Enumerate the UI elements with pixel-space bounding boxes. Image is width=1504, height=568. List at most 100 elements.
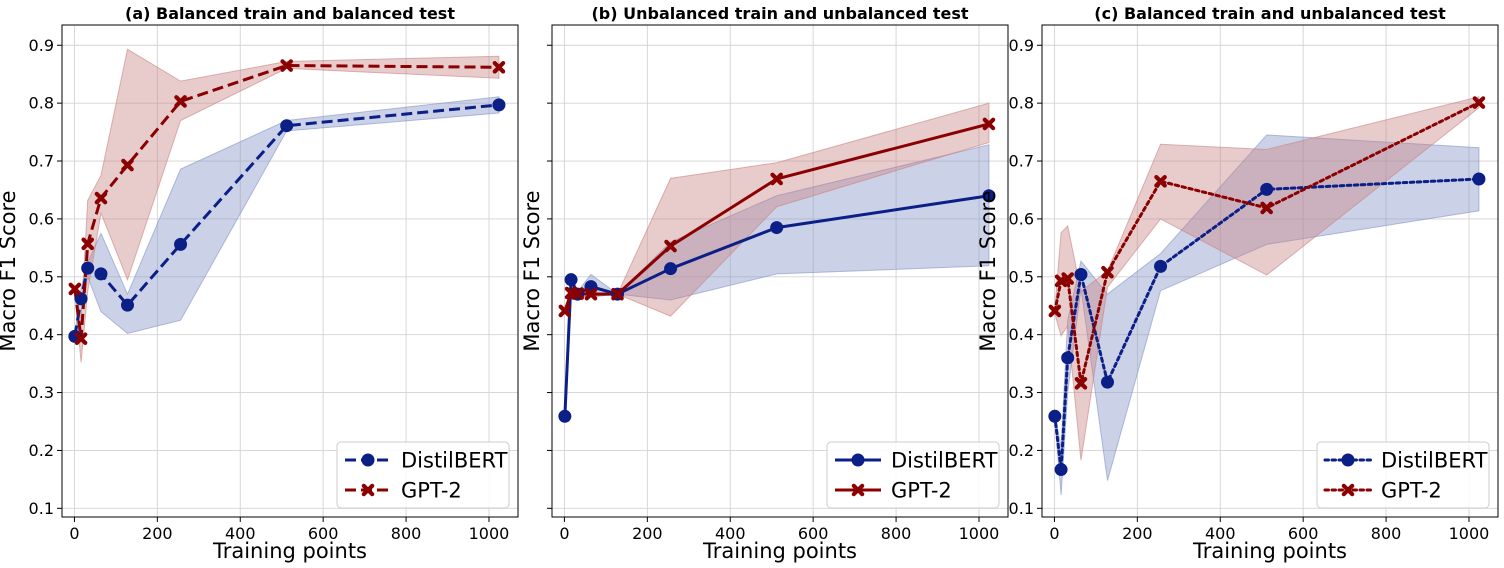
data-point-distilbert [120,298,134,312]
chart-title: (b) Unbalanced train and unbalanced test [591,4,968,23]
legend-marker-gpt2 [361,483,375,497]
legend-marker-gpt2 [1341,483,1355,497]
y-tick-label: 0.8 [1009,94,1034,113]
data-point-gpt2 [174,95,187,108]
data-point-distilbert [81,261,95,275]
data-point-distilbert [1260,182,1274,196]
y-tick-label: 0.6 [29,209,54,228]
data-point-gpt2 [68,282,82,296]
data-point-distilbert [174,237,188,251]
y-tick-label: 0.9 [29,36,54,55]
chart-title: (c) Balanced train and unbalanced test [1094,4,1446,23]
legend-marker-distilbert [851,453,865,467]
x-tick-label: 600 [308,524,339,543]
chart-title: (a) Balanced train and balanced test [125,4,455,23]
data-point-gpt2 [94,191,108,205]
x-tick-label: 400 [225,524,256,543]
x-tick-label: 600 [798,524,829,543]
x-tick-label: 1000 [1449,524,1490,543]
y-tick-label: 0.3 [29,383,54,402]
legend-label-gpt2: GPT-2 [891,479,952,503]
chart-panel-3: 0 200 400 600 800 1000 0.1 0.2 0.3 0.4 0.5 0.6 0.7 0.… [976,4,1499,563]
plot-frame [551,24,1009,518]
chart-panel-2: 0 200 400 600 800 1000 (b) Unbalanced train an… [520,4,1009,563]
y-tick-label: 0.2 [1009,441,1034,460]
x-axis-label: Training points [702,539,857,563]
data-point-gpt2 [982,117,996,131]
series-line-gpt2 [73,64,499,341]
data-point-gpt2 [1101,265,1114,279]
legend: DistilBERT GPT-2 [826,441,1000,509]
data-point-gpt2 [664,239,677,253]
y-tick-label: 0.7 [29,152,54,171]
data-point-distilbert [492,98,506,112]
data-point-gpt2 [558,304,572,318]
confidence-band-gpt2 [74,48,500,363]
data-point-gpt2 [571,287,585,300]
x-tick-label: 0 [559,524,569,543]
x-tick-label: 600 [1288,524,1319,543]
plot-frame [1041,24,1499,518]
plot-area [558,102,996,423]
data-point-gpt2 [1074,376,1088,390]
legend: DistilBERT GPT-2 [336,441,510,509]
legend-marker-distilbert [1341,453,1355,467]
x-tick-label: 1000 [959,524,1000,543]
data-point-gpt2 [81,237,95,251]
data-point-distilbert [280,119,294,133]
confidence-band-gpt2 [1054,96,1480,461]
y-tick-label: 0.6 [1009,209,1034,228]
data-point-distilbert [558,409,572,423]
data-point-distilbert [1054,463,1068,477]
data-point-gpt2 [611,287,624,301]
series-line-distilbert [73,103,500,337]
data-point-gpt2 [1260,201,1273,215]
legend-marker-distilbert [361,453,375,467]
y-tick-label: 0.4 [1009,325,1034,344]
data-point-distilbert [1100,375,1114,389]
x-tick-label: 0 [1049,524,1059,543]
legend-label-distilbert: DistilBERT [891,449,998,473]
y-tick-label: 0.1 [1009,499,1034,518]
data-point-gpt2 [492,60,506,74]
data-point-distilbert [664,262,678,276]
x-tick-label: 200 [1122,524,1153,543]
legend-label-distilbert: DistilBERT [1381,449,1488,473]
y-tick-label: 0.4 [29,325,54,344]
data-point-distilbert [1074,267,1088,281]
data-point-gpt2 [770,172,783,186]
y-tick-label: 0.9 [1009,36,1034,55]
x-tick-label: 800 [881,524,912,543]
y-axis-label: Macro F1 Score [0,190,20,351]
y-tick-label: 0.1 [29,499,54,518]
data-point-distilbert [1048,409,1062,423]
x-tick-label: 200 [632,524,663,543]
legend-label-gpt2: GPT-2 [1381,479,1442,503]
chart-panel-1: 0 200 400 600 800 1000 0.1 0.2 0.3 0.4 0.5 0.6 0.7 0.… [0,4,519,563]
data-point-distilbert [1472,172,1486,186]
x-axis-label: Training points [212,539,367,563]
x-tick-label: 400 [1205,524,1236,543]
legend-label-gpt2: GPT-2 [401,479,462,503]
x-tick-label: 200 [142,524,173,543]
data-point-distilbert [564,273,578,287]
data-point-gpt2 [1048,304,1062,318]
confidence-band-distilbert [1054,134,1480,496]
x-axis-label: Training points [1192,539,1347,563]
data-point-gpt2 [584,287,598,301]
data-point-gpt2 [1154,174,1167,188]
data-point-gpt2 [280,59,293,72]
y-tick-label: 0.3 [1009,383,1034,402]
grid-lines [552,25,1008,517]
x-tick-label: 1000 [469,524,510,543]
data-point-distilbert [982,189,996,203]
data-point-distilbert [74,292,88,306]
y-tick-label: 0.5 [1009,267,1034,286]
plot-frame [61,24,519,518]
y-axis-label: Macro F1 Score [976,190,1000,351]
data-point-gpt2 [121,158,134,172]
data-point-distilbert [94,267,108,281]
plot-area [1048,96,1486,496]
data-point-gpt2 [1061,272,1074,285]
